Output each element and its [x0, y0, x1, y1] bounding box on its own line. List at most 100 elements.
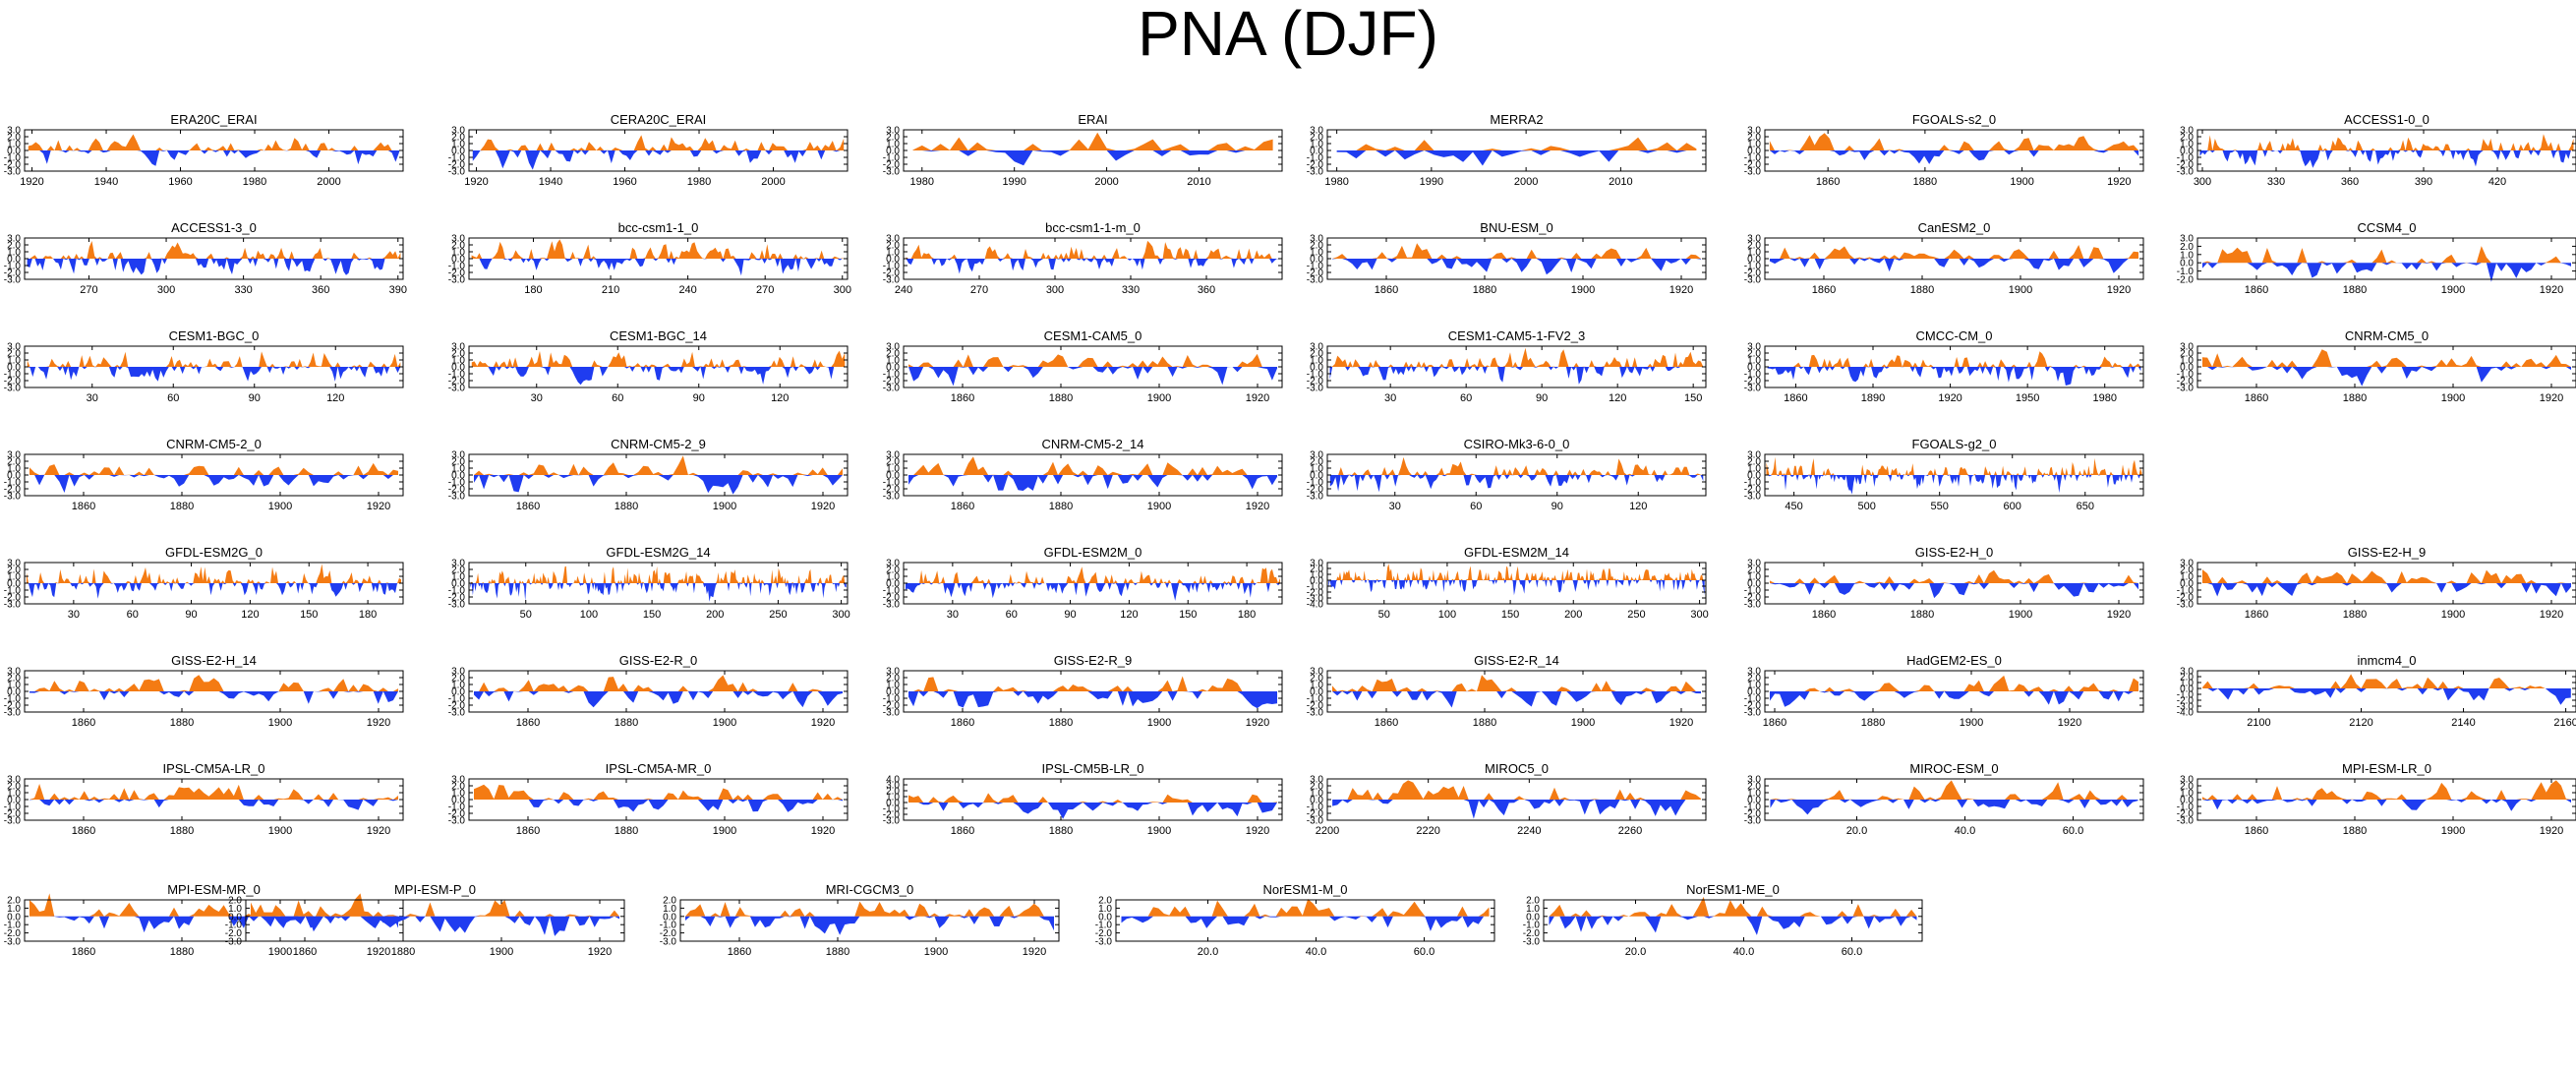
- y-tick-label: 1.0: [7, 356, 21, 367]
- positive-area: [908, 353, 1277, 367]
- x-tick-label: 60: [1460, 392, 1472, 404]
- x-tick-label: 1880: [826, 946, 849, 958]
- y-tick-label: 2.0: [1310, 674, 1323, 684]
- y-tick-label: 1.0: [663, 904, 676, 915]
- y-tick-label: -1.0: [883, 153, 901, 164]
- panel-title: CNRM-CM5_0: [2345, 328, 2429, 343]
- y-tick-label: -2.0: [448, 160, 466, 171]
- x-tick-label: 1860: [1763, 717, 1786, 729]
- x-tick-label: 1900: [268, 825, 292, 837]
- y-tick-label: -2.0: [448, 377, 466, 387]
- y-tick-label: -3.0: [1744, 708, 1762, 719]
- y-tick-label: -1.0: [1307, 478, 1324, 489]
- x-tick-label: 1860: [951, 717, 974, 729]
- negative-area: [470, 583, 847, 602]
- positive-area: [471, 350, 846, 367]
- x-tick-label: 1920: [367, 946, 390, 958]
- y-tick-label: 3.0: [7, 775, 21, 786]
- positive-area: [1770, 780, 2138, 800]
- x-tick-label: 90: [1536, 392, 1548, 404]
- x-tick-label: 1900: [713, 501, 736, 512]
- y-tick-label: -3.0: [1307, 167, 1324, 178]
- x-tick-label: 1860: [72, 717, 95, 729]
- x-tick-label: 2010: [1187, 176, 1210, 188]
- panel-IPSL-CM5A-MR_0: IPSL-CM5A-MR_0 3.02.01.00.0-1.0-2.0-3.0 18…: [448, 761, 849, 837]
- x-tick-label: 2160: [2553, 717, 2576, 729]
- x-tick-label: 90: [1064, 609, 1076, 621]
- x-tick-label: 300: [2194, 176, 2211, 188]
- plot-frame: [2196, 237, 2576, 280]
- panel-title: MIROC-ESM_0: [1909, 761, 1998, 776]
- y-tick-label: 3.0: [7, 450, 21, 461]
- y-tick-label: 0.0: [663, 912, 676, 922]
- y-tick-label: 0.0: [1310, 363, 1323, 374]
- panel-IPSL-CM5A-LR_0: IPSL-CM5A-LR_0 3.02.01.00.0-1.0-2.0-3.0 18…: [4, 761, 404, 837]
- x-tick-label: 1880: [1910, 284, 1934, 296]
- y-tick-label: 1.0: [1310, 356, 1323, 367]
- y-tick-label: 0.0: [451, 796, 465, 806]
- x-tick-label: 1920: [1246, 825, 1269, 837]
- y-tick-label: 3.0: [7, 234, 21, 245]
- y-tick-label: -1.0: [4, 921, 22, 931]
- y-tick-label: 1.0: [1310, 570, 1323, 581]
- x-tick-label: 1880: [615, 717, 638, 729]
- panel-title: IPSL-CM5A-MR_0: [606, 761, 712, 776]
- y-tick-label: -2.0: [2177, 696, 2195, 707]
- x-tick-label: 1880: [170, 717, 194, 729]
- x-tick-label: 60.0: [1414, 946, 1434, 958]
- y-tick-label: 1.0: [886, 681, 900, 691]
- y-tick-label: 1.0: [7, 789, 21, 800]
- x-tick-label: 390: [389, 284, 407, 296]
- y-tick-label: 0.0: [7, 471, 21, 482]
- y-tick-label: 0.0: [886, 687, 900, 698]
- y-tick-label: -2.0: [1744, 268, 1762, 279]
- y-tick-label: -3.0: [2177, 167, 2195, 178]
- y-tick-label: -1.0: [448, 262, 466, 272]
- y-tick-label: 1.0: [886, 356, 900, 367]
- x-tick-label: 1920: [464, 176, 488, 188]
- positive-area: [1121, 899, 1490, 917]
- x-tick-label: 1900: [2441, 609, 2465, 621]
- negative-area: [1336, 150, 1697, 166]
- positive-area: [1770, 245, 2138, 259]
- x-tick-label: 1880: [2343, 392, 2367, 404]
- x-tick-label: 30: [1389, 501, 1401, 512]
- y-tick-label: 3.0: [886, 667, 900, 678]
- x-tick-label: 1900: [268, 946, 292, 958]
- panel-NorESM1-ME_0: NorESM1-ME_0 2.01.00.0-1.0-2.0-3.0 20.0 40.…: [1523, 882, 1923, 958]
- x-tick-label: 150: [643, 609, 661, 621]
- y-tick-label: -1.0: [4, 262, 22, 272]
- y-tick-label: -1.0: [4, 478, 22, 489]
- y-tick-label: 2.0: [1310, 782, 1323, 793]
- y-tick-label: 1.0: [1747, 140, 1761, 150]
- x-tick-label: 1880: [1913, 176, 1937, 188]
- x-tick-label: 2260: [1618, 825, 1642, 837]
- panel-CSIRO-Mk3-6-0_0: CSIRO-Mk3-6-0_0 3.02.01.00.0-1.0-2.0-3.0 3…: [1307, 437, 1707, 512]
- y-tick-label: 1.0: [886, 140, 900, 150]
- y-tick-label: 2.0: [451, 133, 465, 144]
- x-tick-label: 1960: [613, 176, 636, 188]
- y-tick-label: -3.0: [225, 937, 243, 948]
- y-tick-label: 1.0: [2180, 679, 2194, 689]
- panel-IPSL-CM5B-LR_0: IPSL-CM5B-LR_0 4.03.02.01.00.0-1.0-2.0-3.…: [883, 761, 1283, 837]
- y-tick-label: 2.0: [1098, 896, 1112, 907]
- x-tick-label: 120: [241, 609, 259, 621]
- panel-title: MIROC5_0: [1485, 761, 1549, 776]
- panel-title: CNRM-CM5-2_0: [166, 437, 262, 451]
- y-tick-label: 3.0: [451, 126, 465, 137]
- x-tick-label: 270: [756, 284, 774, 296]
- y-tick-label: 0.0: [2180, 579, 2194, 590]
- y-tick-label: 3.0: [886, 559, 900, 569]
- negative-area: [2202, 367, 2571, 387]
- x-tick-label: 1920: [1246, 717, 1269, 729]
- negative-area: [908, 691, 1277, 709]
- y-tick-label: 1.0: [886, 572, 900, 583]
- x-tick-label: 150: [1179, 609, 1197, 621]
- x-tick-label: 360: [1198, 284, 1215, 296]
- y-tick-label: -3.0: [883, 816, 901, 827]
- panel-FGOALS-s2_0: FGOALS-s2_0 3.02.01.00.0-1.0-2.0-3.0 1860 1…: [1744, 112, 2144, 188]
- y-tick-label: 2.0: [886, 565, 900, 576]
- x-tick-label: 60: [167, 392, 179, 404]
- y-tick-label: -2.0: [1744, 485, 1762, 496]
